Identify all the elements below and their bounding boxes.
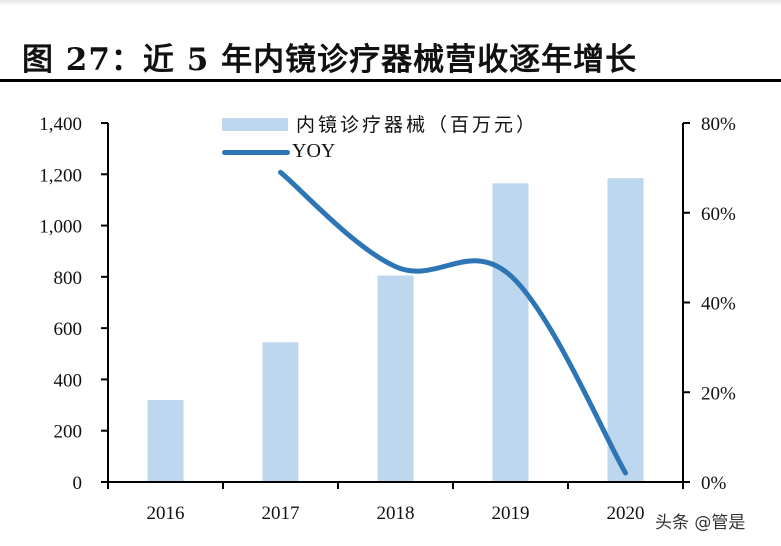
left-tick-label: 200 [54,422,83,443]
title-underline [0,79,781,82]
left-tick-label: 0 [73,473,83,494]
yoy-line-series [278,169,628,476]
bar-2018 [377,275,414,482]
legend-line-label: YOY [292,140,336,162]
x-tick-label: 2020 [607,503,645,524]
chart-title: 图 27：近 5 年内镜诊疗器械营收逐年增长 [22,42,638,78]
bar-2016 [147,399,184,482]
x-tick-label: 2017 [262,503,300,524]
left-tick-label: 600 [54,319,83,340]
left-tick-label: 1,000 [39,217,82,238]
right-tick-label: 0% [701,473,727,494]
legend-bar-label: 内镜诊疗器械（百万元） [296,114,539,136]
bar-2020 [607,178,644,482]
x-tick-label: 2019 [492,503,530,524]
top-shadow-band [0,0,781,6]
bar-2017 [262,342,299,482]
x-tick-label: 2018 [377,503,415,524]
axes [101,122,690,489]
legend-bar-swatch [222,118,288,131]
left-tick-label: 1,200 [39,165,82,186]
legend-line-swatch [222,150,290,155]
right-tick-label: 80% [701,114,736,135]
left-tick-label: 400 [54,370,83,391]
x-tick-label: 2016 [147,503,185,524]
left-tick-label: 1,400 [39,114,82,135]
yoy-line [278,169,628,476]
right-tick-label: 60% [701,204,736,225]
right-tick-label: 20% [701,383,736,404]
bar-2019 [492,183,529,482]
bar-series [147,178,644,482]
right-tick-label: 40% [701,294,736,315]
left-tick-label: 800 [54,268,83,289]
axis-labels: 0 200 400 600 800 1,000 1,200 1,400 0% 20% 40% 60% 8… [39,114,736,524]
watermark: 头条 @管是 [655,513,746,533]
